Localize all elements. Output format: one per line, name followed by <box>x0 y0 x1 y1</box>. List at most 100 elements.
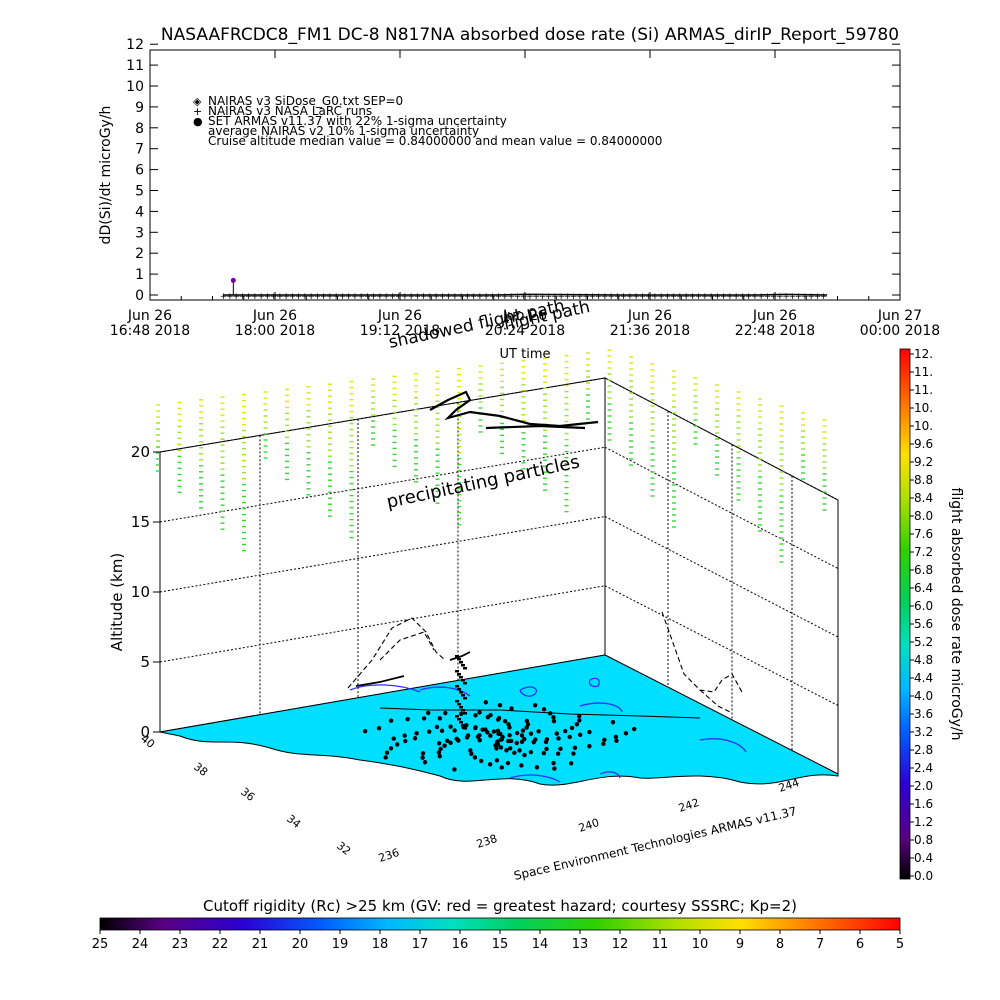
nairas-point: + <box>276 292 284 302</box>
rigidity-tick-label: 16 <box>452 937 469 952</box>
altitude-tick-label: 5 <box>140 653 150 671</box>
legend-entry: NAIRAS v3 SiDose_G0.txt SEP=0 <box>208 94 403 108</box>
shadow-point <box>574 722 580 727</box>
shadow-point <box>536 729 541 734</box>
descent-point <box>455 670 459 673</box>
shadow-point <box>488 733 493 738</box>
rigidity-tick-label: 10 <box>692 937 709 952</box>
nairas-point: + <box>451 292 459 302</box>
descent-point <box>463 667 467 670</box>
dose-colorbar-tick-label: 10. <box>914 419 933 433</box>
altitude-tick-label: 0 <box>140 723 150 741</box>
legend-symbol: ◈ <box>193 95 202 108</box>
y-tick-label: 9 <box>135 100 144 116</box>
nairas-point: + <box>701 292 709 302</box>
nairas-point: + <box>514 292 522 302</box>
nairas-point: + <box>739 292 747 302</box>
dose-colorbar-tick-label: 7.2 <box>914 545 933 559</box>
x-tick-label-time: 16:48 2018 <box>110 323 190 339</box>
rigidity-tick-label: 13 <box>572 937 589 952</box>
nairas-point: + <box>470 292 478 302</box>
nairas-point: + <box>307 292 315 302</box>
shadow-point <box>533 737 538 742</box>
nairas-point: + <box>664 292 672 302</box>
shadow-point <box>522 752 527 758</box>
shadow-point <box>403 738 408 744</box>
shadow-point <box>499 765 504 770</box>
nairas-point: + <box>745 292 753 302</box>
shadow-point <box>577 732 583 738</box>
shadow-point <box>502 718 508 724</box>
shadow-point <box>587 744 592 749</box>
nairas-point: + <box>795 292 803 302</box>
longitude-tick-label: 240 <box>577 816 601 835</box>
shadow-point <box>568 761 574 766</box>
shadow-point <box>388 718 394 723</box>
contour-line <box>599 771 621 779</box>
altitude-axis-label: Altitude (km) <box>108 553 126 651</box>
nairas-point: + <box>589 292 597 302</box>
rigidity-tick-label: 22 <box>212 937 229 952</box>
shadow-point <box>614 738 619 743</box>
descent-point <box>461 709 465 712</box>
precipitating-particle-markers <box>156 349 827 563</box>
flight-path <box>355 390 701 772</box>
shadow-point <box>436 741 442 746</box>
nairas-point: + <box>282 292 290 302</box>
altitude-profiles <box>347 611 743 713</box>
shadow-point <box>522 736 527 742</box>
shadow-point <box>437 716 442 721</box>
rigidity-tick-label: 20 <box>292 937 309 952</box>
descent-point <box>455 685 459 688</box>
nairas-point: + <box>645 292 653 302</box>
nairas-point: + <box>657 292 665 302</box>
shadow-point <box>448 724 453 729</box>
figure-title: NASAAFRCDC8_FM1 DC-8 N817NA absorbed dos… <box>161 25 899 45</box>
rigidity-tick-label: 25 <box>92 937 109 952</box>
shadow-point <box>383 755 388 760</box>
dose-colorbar-tick-label: 1.2 <box>914 815 933 829</box>
shadow-point <box>439 728 445 733</box>
descent-point <box>459 706 463 709</box>
nairas-point: + <box>320 292 328 302</box>
nairas-point: + <box>557 292 565 302</box>
nairas-point: + <box>339 292 347 302</box>
rigidity-tick-label: 17 <box>412 937 429 952</box>
shadow-point <box>414 731 419 736</box>
shadow-point <box>491 729 497 734</box>
nairas-point: + <box>707 292 715 302</box>
nairas-point: + <box>345 292 353 302</box>
nairas-point: + <box>820 292 828 302</box>
x-tick-label-time: 00:00 2018 <box>860 323 940 339</box>
shadow-point <box>623 731 629 736</box>
shadow-point <box>422 760 428 765</box>
descent-point <box>459 676 463 679</box>
latitude-tick-label: 38 <box>191 760 210 779</box>
shadow-point <box>504 748 509 753</box>
shadow-point <box>477 710 482 715</box>
shadow-point <box>507 725 512 730</box>
legend-entry: Cruise altitude median value = 0.8400000… <box>208 134 662 148</box>
nairas-series-line <box>222 293 828 296</box>
descent-point <box>455 655 459 658</box>
y-tick-label: 7 <box>135 142 144 158</box>
contour-line <box>349 684 421 693</box>
dose-colorbar-tick-label: 0.4 <box>914 851 933 865</box>
shadow-point <box>391 736 396 741</box>
nairas-point: + <box>601 292 609 302</box>
x-tick-label-date: Jun 26 <box>627 308 672 324</box>
shadow-point <box>601 741 606 747</box>
shadow-point <box>473 725 478 731</box>
shadow-point <box>495 739 500 744</box>
y-tick-label: 5 <box>135 184 144 200</box>
nairas-point: + <box>445 292 453 302</box>
y-tick-label: 3 <box>135 225 144 241</box>
shadow-point <box>514 740 519 746</box>
nairas-point: + <box>401 292 409 302</box>
shadow-point <box>420 755 425 760</box>
shadow-point <box>456 738 461 743</box>
nairas-point: + <box>576 292 584 302</box>
dose-colorbar-tick-label: 8.4 <box>914 491 933 505</box>
shadow-point <box>571 751 576 756</box>
